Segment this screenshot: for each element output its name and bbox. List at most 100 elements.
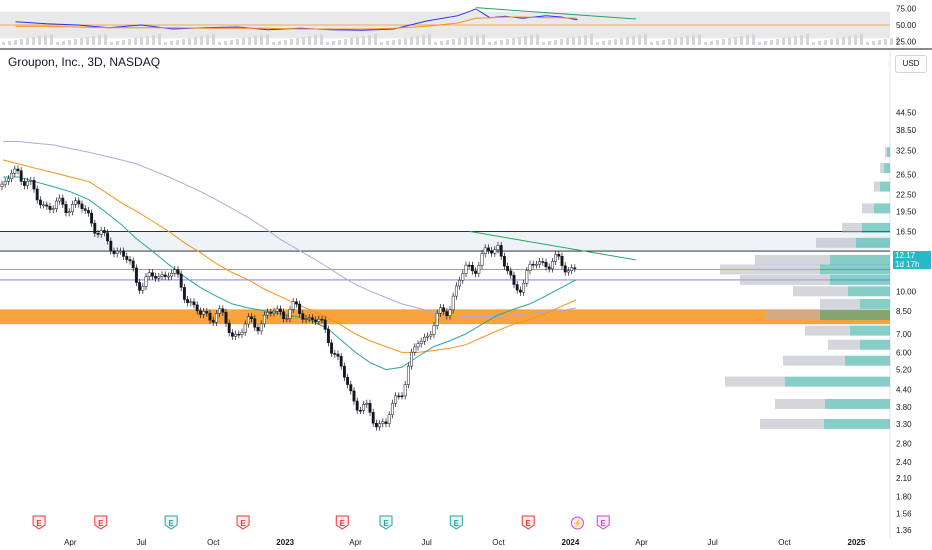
candle-body (307, 317, 311, 320)
candle-body (336, 353, 340, 357)
candle-body (45, 204, 49, 207)
time-tick-label: Apr (349, 538, 362, 547)
volume-profile-bar-up (848, 286, 890, 297)
rsi-volume-bar (428, 34, 431, 45)
candle-body (141, 286, 145, 291)
earnings-marker-shape (596, 515, 610, 530)
rsi-volume-bar (566, 38, 569, 45)
candle-body (266, 312, 270, 316)
rsi-volume-bar (416, 36, 419, 45)
candle-body (67, 211, 71, 214)
candle-body (262, 314, 266, 325)
candle-body (432, 325, 436, 335)
candle-body (182, 287, 186, 300)
volume-profile-bar-up (860, 339, 890, 350)
event-marker-label: E (36, 519, 42, 528)
candle-body (515, 284, 519, 291)
rsi-volume-bar (290, 39, 293, 45)
rsi-volume-bar (350, 38, 353, 45)
candle-body (333, 353, 337, 355)
candle-body (358, 410, 362, 412)
candle-body (342, 365, 346, 378)
event-marker-earnings-beat: E (164, 515, 178, 530)
candle-body (234, 333, 238, 337)
volume-profile-bar-down (805, 325, 850, 336)
rsi-volume-bar (608, 40, 611, 45)
rsi-volume-bar (752, 34, 755, 45)
rsi-volume-bar (734, 37, 737, 45)
candle-body (74, 200, 78, 205)
currency-button[interactable]: USD (895, 55, 927, 73)
rsi-volume-bar (68, 40, 71, 45)
price-tick-label: 44.50 (896, 109, 917, 118)
candle-body (323, 319, 327, 330)
event-marker-earnings-miss: E (94, 515, 108, 530)
rsi-volume-bar (686, 36, 689, 45)
rsi-volume-bar (668, 39, 671, 45)
candle-body (381, 421, 385, 424)
candle-body (326, 329, 330, 344)
candle-body (502, 255, 506, 267)
rsi-volume-bar (278, 41, 281, 45)
candle-body (93, 222, 97, 234)
candle-body (240, 332, 244, 335)
rsi-volume-bar (518, 37, 521, 45)
earnings-marker-shape (32, 515, 46, 530)
volume-profile-bar-down (765, 310, 820, 321)
candle-body (128, 259, 132, 262)
rsi-volume-bar (818, 41, 821, 45)
rsi-volume-bar (452, 39, 455, 45)
rsi-volume-bar (272, 42, 275, 45)
price-tick-label: 22.50 (896, 190, 917, 199)
rsi-volume-bar (308, 36, 311, 45)
candle-body (138, 282, 142, 291)
candle-body (246, 316, 250, 325)
candle-body (365, 403, 369, 405)
earnings-marker-shape (94, 515, 108, 530)
candle-body (416, 343, 420, 348)
earnings-marker-shape (521, 515, 535, 530)
rsi-volume-bar (146, 36, 149, 45)
rsi-volume-bar (134, 38, 137, 45)
earnings-marker-shape (335, 515, 349, 530)
volume-profile-bar-up (850, 325, 890, 336)
rsi-volume-bar (224, 41, 227, 45)
rsi-volume-bar (572, 37, 575, 45)
volume-profile-bar-up (860, 298, 890, 309)
candle-body (384, 421, 388, 424)
candle-body (173, 269, 177, 274)
candle-body (419, 341, 423, 345)
rsi-volume-bar (656, 41, 659, 45)
time-tick-label: Oct (492, 538, 505, 547)
candle-body (192, 301, 196, 306)
rsi-volume-bar (836, 38, 839, 45)
rsi-volume-bar (554, 40, 557, 45)
rsi-volume-bar (674, 38, 677, 45)
candle-body (253, 318, 257, 328)
candle-body (534, 263, 538, 266)
volume-profile-bar-down (755, 254, 830, 265)
candle-body (208, 312, 212, 321)
price-tick-label: 26.50 (896, 171, 917, 180)
price-tick-label: 5.20 (896, 366, 912, 375)
price-tick-label: 6.00 (896, 348, 912, 357)
candle-body (166, 275, 170, 278)
rsi-volume-bar (260, 35, 263, 45)
time-tick-label: Oct (207, 538, 220, 547)
rsi-volume-bar (794, 36, 797, 45)
rsi-volume-histogram (2, 34, 899, 45)
rsi-volume-bar (692, 35, 695, 45)
rsi-volume-bar (188, 38, 191, 45)
candle-body (461, 273, 465, 281)
candle-body (22, 181, 26, 186)
volume-profile-bar-up (845, 355, 890, 366)
rsi-volume-bar (44, 35, 47, 45)
candle-body (528, 263, 532, 271)
rsi-volume-bar (8, 41, 11, 45)
event-marker-label: E (454, 519, 460, 528)
rsi-volume-bar (344, 39, 347, 45)
candle-body (278, 308, 282, 313)
event-marker-earnings-miss: E (335, 515, 349, 530)
rsi-volume-bar (284, 40, 287, 45)
